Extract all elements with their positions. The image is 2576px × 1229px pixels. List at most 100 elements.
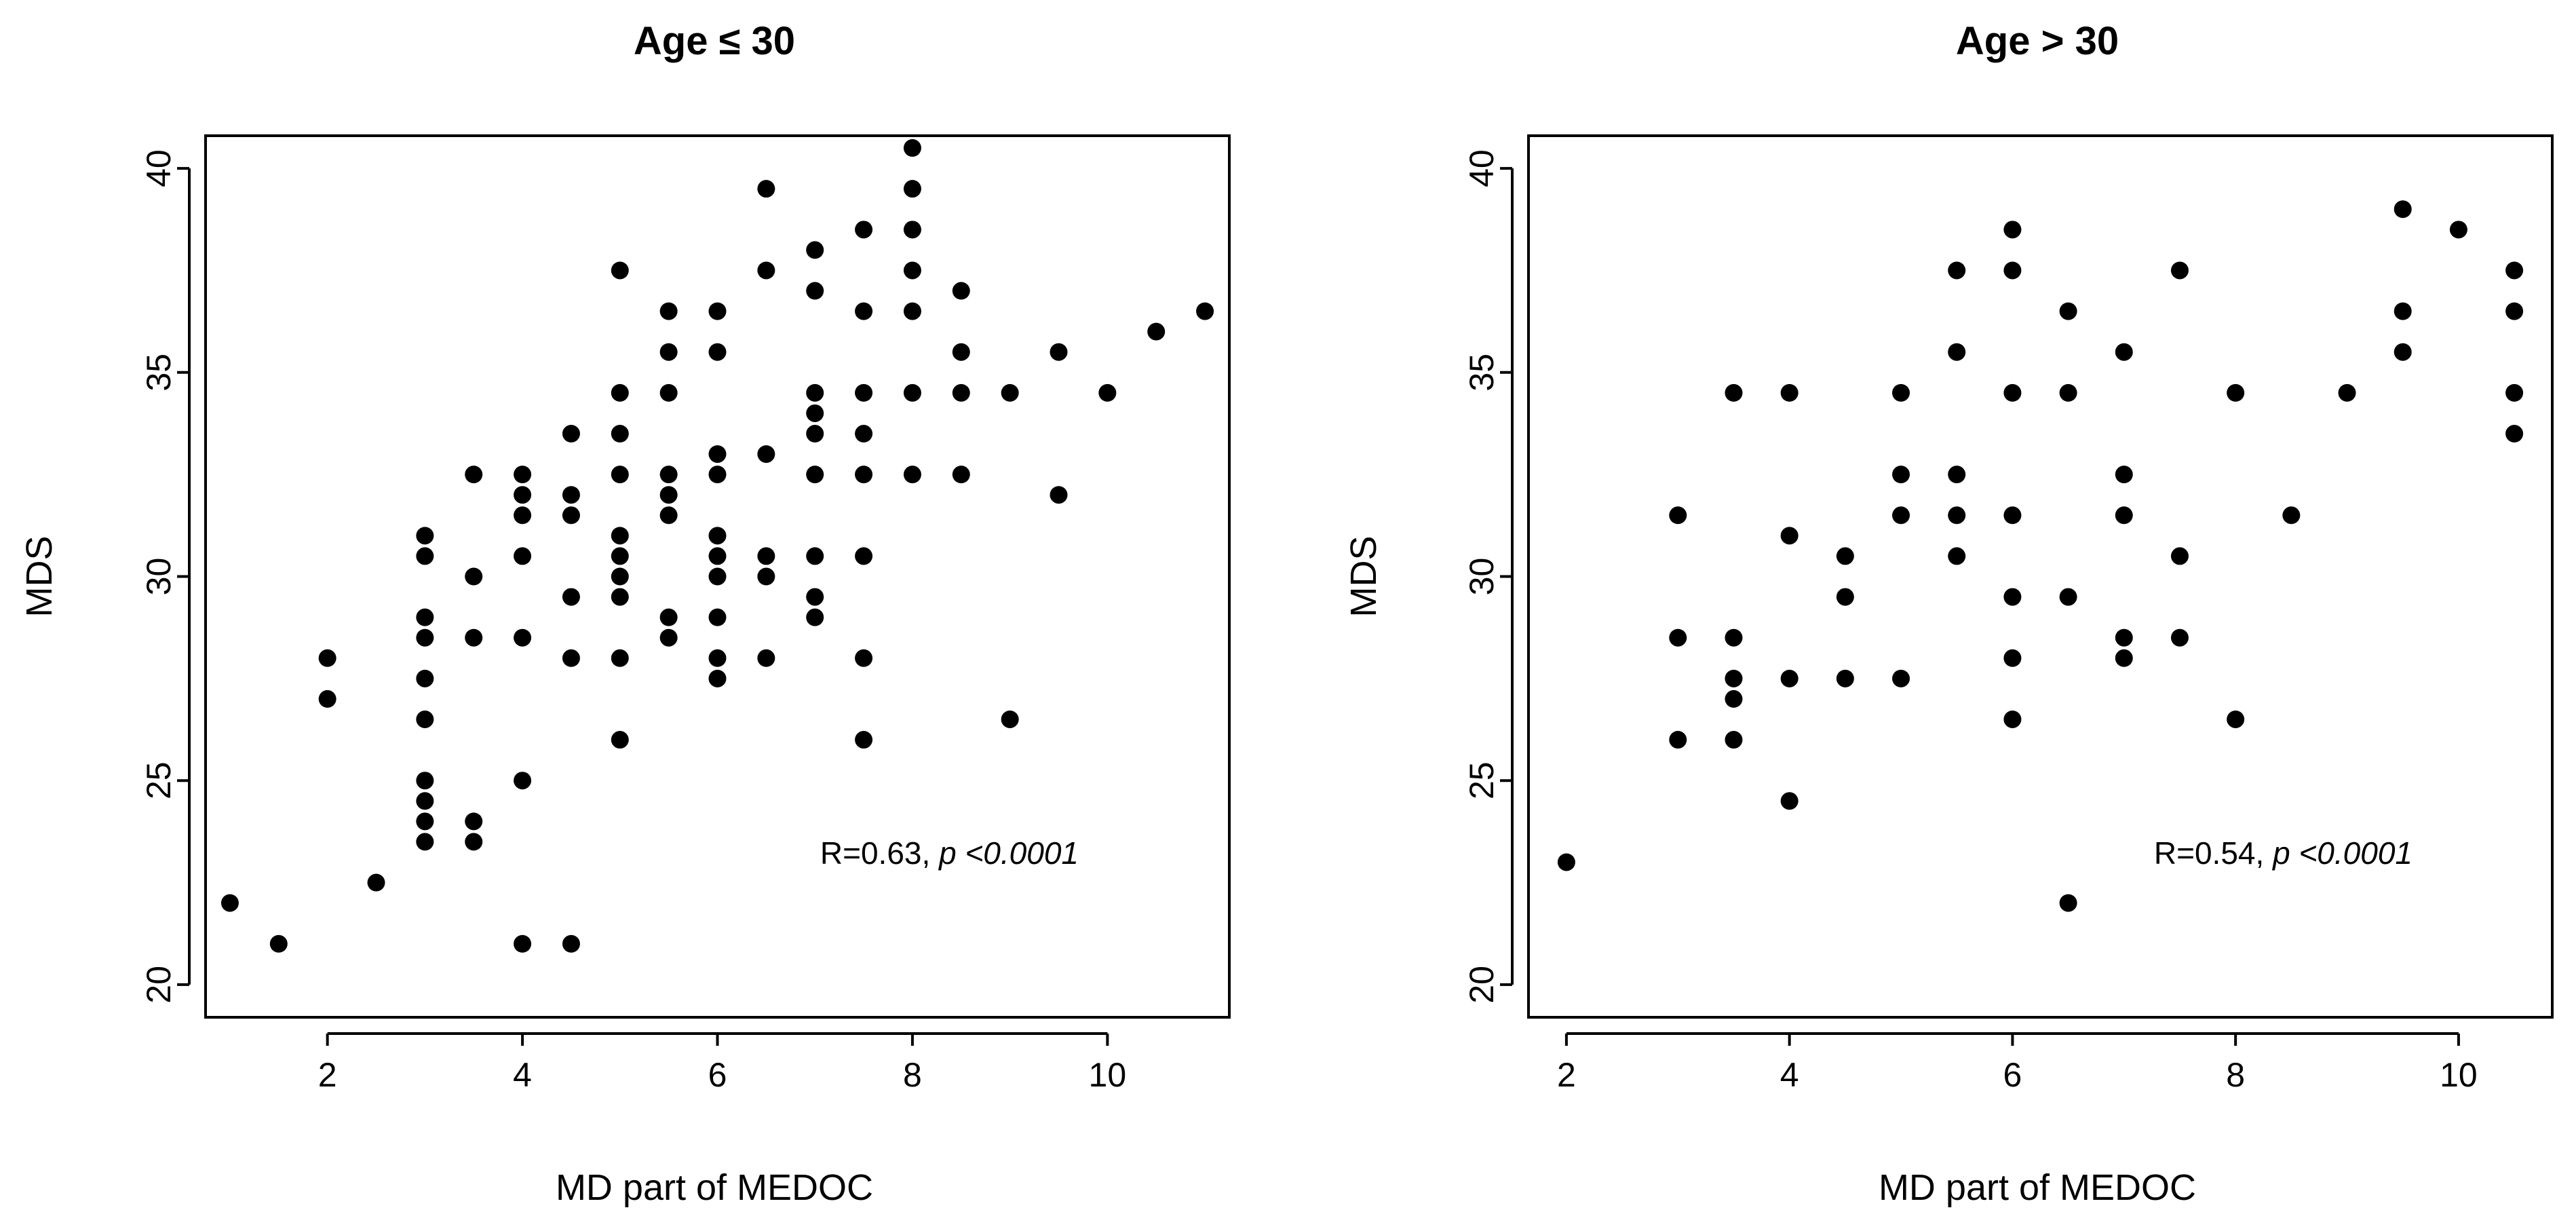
data-point <box>611 383 629 402</box>
x-tick-label: 8 <box>903 1056 922 1094</box>
data-point <box>1725 689 1743 708</box>
data-point <box>1725 731 1743 749</box>
data-point <box>757 649 775 667</box>
x-tick-label: 6 <box>2003 1056 2022 1094</box>
data-point <box>2059 383 2077 402</box>
y-tick-label: 25 <box>1463 761 1501 799</box>
y-tick-label: 30 <box>1463 558 1501 596</box>
data-point <box>806 383 824 402</box>
scatter-panel-age-le-30: Age ≤ 30 2 4 6 8 10 20 25 30 35 40 MD part of MEDOC… <box>19 19 1231 1208</box>
data-point <box>611 261 629 280</box>
data-point <box>1948 261 1966 280</box>
x-tick-label: 4 <box>1780 1056 1799 1094</box>
data-point <box>952 466 970 484</box>
data-point <box>1725 628 1743 647</box>
data-point <box>757 261 775 280</box>
data-point <box>659 302 678 320</box>
data-point <box>855 466 873 484</box>
data-point <box>806 282 824 300</box>
x-axis-label: MD part of MEDOC <box>1879 1167 2196 1208</box>
data-point <box>318 689 337 708</box>
data-point <box>903 383 921 402</box>
data-point <box>2282 506 2301 525</box>
y-tick-label: 40 <box>140 149 178 187</box>
x-tick-label: 2 <box>1557 1056 1576 1094</box>
data-point <box>952 282 970 300</box>
data-point <box>806 608 824 626</box>
data-point <box>2115 649 2133 667</box>
data-point <box>416 792 434 810</box>
data-point <box>416 812 434 831</box>
data-point <box>903 302 921 320</box>
y-tick-label: 20 <box>140 966 178 1004</box>
data-point <box>611 588 629 606</box>
chart-title: Age ≤ 30 <box>634 19 795 63</box>
data-point <box>2338 383 2356 402</box>
data-point <box>1725 383 1743 402</box>
data-point <box>708 302 727 320</box>
data-point <box>757 445 775 464</box>
data-point <box>2115 506 2133 525</box>
data-point <box>708 669 727 687</box>
data-point <box>659 486 678 504</box>
data-point <box>269 934 288 953</box>
data-point <box>2170 628 2189 647</box>
data-point <box>2059 894 2077 912</box>
data-point <box>416 608 434 626</box>
data-point <box>806 466 824 484</box>
y-tick-label: 20 <box>1463 966 1501 1004</box>
data-point <box>611 527 629 545</box>
correlation-annotation: R=0.63, p <0.0001 <box>820 835 1079 871</box>
data-point <box>2003 221 2022 239</box>
data-point <box>562 934 580 953</box>
data-point <box>514 466 532 484</box>
data-point <box>1892 383 1910 402</box>
data-point <box>903 221 921 239</box>
data-point <box>659 608 678 626</box>
data-point <box>514 934 532 953</box>
data-point <box>855 649 873 667</box>
data-point <box>708 547 727 565</box>
data-point <box>2003 710 2022 728</box>
x-tick-label: 8 <box>2226 1056 2245 1094</box>
y-tick-label: 25 <box>140 761 178 799</box>
data-point <box>2003 261 2022 280</box>
data-point <box>1196 302 1214 320</box>
data-point <box>1836 588 1854 606</box>
data-point <box>2003 383 2022 402</box>
data-point <box>1948 506 1966 525</box>
data-point <box>708 649 727 667</box>
data-point <box>562 588 580 606</box>
data-point <box>708 445 727 464</box>
data-point <box>220 894 239 912</box>
data-point <box>1001 383 1019 402</box>
data-point <box>806 588 824 606</box>
correlation-stat: R=0.63, <box>820 835 939 871</box>
data-point <box>903 261 921 280</box>
data-point <box>2394 343 2412 361</box>
data-point <box>465 833 483 851</box>
data-point <box>952 343 970 361</box>
data-point <box>514 506 532 525</box>
data-point <box>465 567 483 586</box>
data-point <box>2115 466 2133 484</box>
y-axis-label: MDS <box>19 536 60 618</box>
data-point <box>2059 302 2077 320</box>
data-point <box>416 669 434 687</box>
data-point <box>708 567 727 586</box>
data-point <box>2115 343 2133 361</box>
data-point <box>2115 628 2133 647</box>
y-tick-label: 40 <box>1463 149 1501 187</box>
y-tick-label: 35 <box>140 354 178 392</box>
data-point <box>514 628 532 647</box>
x-tick-label: 4 <box>513 1056 532 1094</box>
correlation-stat: R=0.54, <box>2154 835 2273 871</box>
data-point <box>1892 466 1910 484</box>
data-point <box>562 486 580 504</box>
data-point <box>1948 547 1966 565</box>
data-point <box>1669 731 1687 749</box>
data-point <box>708 527 727 545</box>
data-point <box>1669 506 1687 525</box>
data-point <box>855 547 873 565</box>
